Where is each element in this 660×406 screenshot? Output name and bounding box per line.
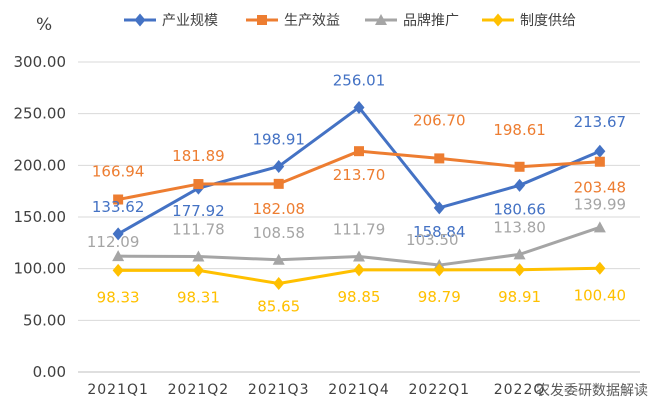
- data-point: [514, 178, 526, 192]
- data-point: [375, 14, 387, 25]
- data-point: [112, 250, 125, 262]
- data-point: [134, 13, 146, 27]
- data-label: 213.67: [574, 113, 627, 131]
- series-2: [113, 146, 605, 205]
- data-label: 103.50: [406, 231, 459, 249]
- x-tick-label: 2021Q2: [168, 382, 230, 398]
- unit-label: %: [36, 15, 52, 35]
- data-point: [353, 250, 365, 262]
- data-point: [513, 248, 526, 260]
- data-label: 98.91: [498, 288, 541, 306]
- legend-item: 生产效益: [246, 13, 340, 29]
- data-label: 182.08: [252, 200, 305, 218]
- data-point: [594, 156, 605, 167]
- data-label: 85.65: [257, 297, 300, 315]
- data-label: 256.01: [333, 71, 386, 89]
- data-label: 111.78: [172, 220, 225, 238]
- legend: 产业规模 生产效益 品牌推广 制度供给: [124, 12, 576, 29]
- data-point: [353, 263, 365, 277]
- data-label: 198.61: [493, 121, 546, 139]
- x-tick-label: 2021Q3: [248, 382, 310, 398]
- data-label: 112.09: [87, 233, 140, 251]
- data-point: [257, 15, 267, 25]
- data-label: 139.99: [574, 195, 627, 213]
- data-label: 203.48: [574, 179, 627, 197]
- data-label: 133.62: [92, 198, 145, 216]
- legend-item: 产业规模: [124, 13, 218, 29]
- data-labels: 133.62 177.92 198.91 256.01 158.84 180.66 213.…: [87, 71, 626, 315]
- data-point: [112, 263, 124, 277]
- data-label: 98.33: [97, 288, 140, 306]
- data-point: [354, 146, 364, 157]
- data-point: [193, 179, 204, 190]
- data-label: 98.85: [338, 288, 381, 306]
- legend-item: 制度供给: [482, 13, 576, 29]
- watermark-text: 农发委研数据解读: [536, 382, 648, 399]
- data-point: [112, 227, 124, 241]
- data-label: 98.79: [418, 288, 461, 306]
- data-point: [273, 178, 284, 189]
- legend-label: 生产效益: [284, 13, 340, 29]
- series-4: [112, 261, 606, 290]
- data-point: [433, 263, 445, 277]
- data-label: 180.66: [493, 200, 546, 218]
- data-label: 177.92: [172, 202, 225, 220]
- y-tick-label: 250.00: [14, 105, 67, 123]
- data-label: 198.91: [252, 130, 305, 148]
- y-tick-label: 200.00: [14, 156, 67, 174]
- y-tick-label: 50.00: [23, 311, 66, 329]
- x-tick-label: 2021Q1: [87, 382, 149, 398]
- legend-item: 品牌推广: [365, 12, 459, 29]
- data-point: [514, 161, 525, 172]
- legend-label: 品牌推广: [403, 12, 459, 29]
- data-label: 166.94: [92, 162, 145, 180]
- data-point: [594, 144, 606, 158]
- x-axis: 2021Q1 2021Q2 2021Q3 2021Q4 2022Q1 2022Q: [87, 382, 546, 398]
- data-label: 181.89: [172, 147, 225, 165]
- legend-label: 产业规模: [162, 13, 218, 29]
- data-label: 206.70: [413, 111, 466, 129]
- x-tick-label: 2021Q4: [328, 382, 390, 398]
- data-point: [594, 261, 606, 275]
- y-tick-label: 300.00: [14, 53, 67, 71]
- data-point: [433, 201, 445, 215]
- legend-label: 制度供给: [520, 13, 576, 29]
- data-point: [434, 153, 445, 164]
- data-label: 113.80: [493, 218, 546, 236]
- data-point: [113, 194, 124, 205]
- data-point: [593, 221, 606, 233]
- data-point: [272, 253, 285, 265]
- data-point: [492, 13, 504, 27]
- x-tick-label: 2022Q1: [409, 382, 471, 398]
- data-point: [273, 276, 285, 290]
- data-label: 100.40: [574, 286, 627, 304]
- data-point: [353, 100, 365, 114]
- y-tick-label: 0.00: [33, 363, 66, 381]
- data-label: 213.70: [333, 166, 386, 184]
- x-tick-label: 2022Q: [494, 382, 546, 398]
- data-point: [273, 159, 285, 173]
- data-point: [192, 263, 204, 277]
- y-tick-label: 100.00: [14, 260, 67, 278]
- y-axis: 0.00 50.00 100.00 150.00 200.00 250.00 300.00: [14, 53, 67, 381]
- data-label: 108.58: [252, 224, 305, 242]
- data-point: [514, 263, 526, 277]
- y-tick-label: 150.00: [14, 208, 67, 226]
- data-point: [192, 250, 205, 262]
- data-label: 98.31: [177, 288, 220, 306]
- series-group: [112, 100, 606, 290]
- data-label: 111.79: [333, 220, 386, 238]
- data-label: 158.84: [413, 223, 466, 241]
